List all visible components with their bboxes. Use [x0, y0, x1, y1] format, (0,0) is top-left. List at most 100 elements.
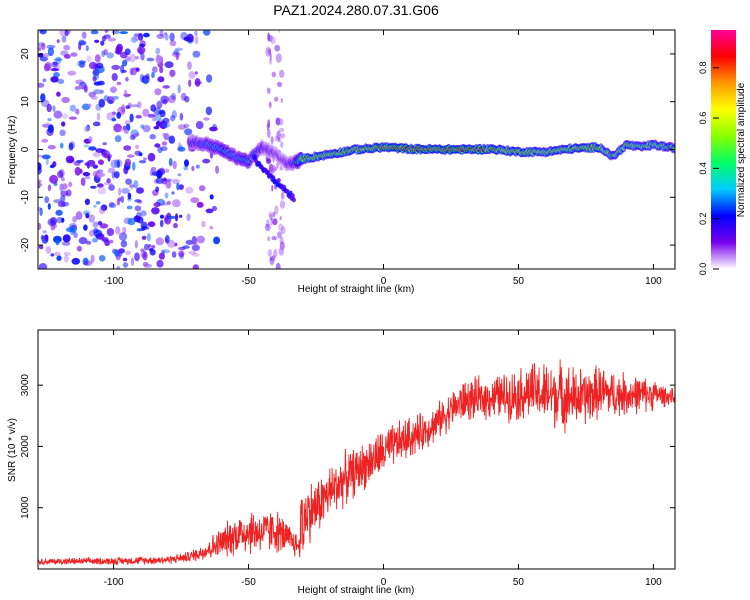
heatmap-cell — [95, 201, 101, 205]
heatmap-cell — [116, 160, 121, 168]
heatmap-cell — [42, 78, 47, 83]
heatmap-cell — [125, 123, 131, 132]
heatmap-cell — [280, 191, 285, 200]
heatmap-cell — [122, 125, 127, 131]
colorbar-tick-label: 0.6 — [698, 112, 708, 125]
heatmap-cell — [61, 121, 66, 127]
heatmap-cell — [64, 30, 69, 37]
heatmap-cell — [52, 105, 56, 112]
heatmap-cell — [268, 211, 273, 218]
heatmap-cell — [165, 238, 169, 242]
heatmap-cell — [136, 216, 144, 224]
y-tick-label: 2000 — [20, 435, 31, 458]
heatmap-cell — [98, 255, 106, 262]
heatmap-cell — [83, 85, 88, 93]
heatmap-cell — [94, 54, 101, 63]
heatmap-cell — [84, 162, 89, 166]
heatmap-cell — [268, 35, 273, 42]
heatmap-cell — [76, 159, 84, 163]
heatmap-cell — [267, 119, 271, 129]
heatmap-cell — [205, 208, 214, 214]
colorbar-label: Normalized spectral amplitude — [736, 82, 747, 217]
heatmap-cell — [274, 44, 281, 52]
heatmap-cell — [78, 39, 86, 46]
heatmap-cell — [173, 49, 180, 55]
heatmap-cell — [110, 86, 117, 93]
heatmap-cell — [142, 124, 151, 133]
heatmap-cell — [155, 47, 161, 55]
y-tick-label: -20 — [20, 237, 31, 252]
heatmap-cell — [157, 76, 165, 83]
heatmap-cell — [276, 130, 281, 140]
heatmap-cell — [46, 103, 52, 113]
heatmap-cell — [194, 71, 198, 75]
heatmap-cell — [171, 92, 176, 101]
heatmap-cell — [88, 229, 95, 237]
heatmap-cell — [90, 254, 95, 263]
heatmap-cell — [39, 56, 48, 62]
heatmap-cell — [269, 213, 273, 221]
heatmap-cell — [140, 248, 145, 252]
heatmap-cell — [141, 235, 147, 240]
heatmap-cell — [123, 166, 129, 175]
heatmap-cell — [42, 230, 47, 234]
heatmap-cell — [209, 225, 214, 230]
heatmap-cell — [47, 184, 52, 192]
heatmap-cell — [38, 82, 45, 88]
heatmap-cell — [151, 66, 158, 73]
heatmap-cell — [276, 178, 281, 183]
heatmap-cell — [39, 30, 47, 35]
heatmap-cell — [103, 49, 108, 56]
x-tick-label: 100 — [645, 276, 662, 287]
heatmap-cell — [63, 254, 69, 263]
heatmap-cell — [188, 71, 196, 79]
heatmap-cell — [274, 205, 279, 215]
heatmap-cell — [153, 107, 162, 116]
heatmap-cell — [191, 165, 195, 172]
heatmap-cell — [277, 118, 284, 126]
heatmap-cell — [136, 187, 144, 194]
heatmap-cell — [98, 206, 106, 215]
heatmap-cell — [155, 120, 161, 127]
snr-x-label: Height of straight line (km) — [298, 585, 415, 596]
heatmap-cell — [130, 36, 138, 43]
heatmap-cell — [41, 154, 51, 160]
heatmap-cell — [136, 228, 144, 232]
heatmap-cell — [203, 117, 210, 121]
colorbar: 0.0 0.2 0.4 0.6 0.8 Normalized spectral ampl… — [698, 30, 747, 275]
heatmap-cell — [271, 175, 276, 181]
heatmap-cell — [83, 260, 93, 266]
heatmap-cell — [146, 57, 155, 62]
heatmap-cell — [174, 47, 184, 51]
x-tick-label: 100 — [645, 577, 662, 588]
heatmap-cell — [279, 166, 283, 171]
heatmap-cell — [155, 55, 163, 64]
heatmap-cell — [158, 252, 165, 260]
heatmap-cell — [166, 200, 171, 205]
y-tick-label: 3000 — [20, 374, 31, 397]
heatmap-cell — [171, 251, 177, 258]
heatmap-cell — [109, 239, 114, 244]
heatmap-cell — [127, 217, 136, 226]
heatmap-cell — [74, 85, 83, 90]
snr-y-ticks: 1000 2000 3000 — [20, 374, 675, 519]
heatmap-cell — [155, 186, 160, 193]
heatmap-cell — [132, 35, 142, 41]
heatmap-cell — [194, 36, 199, 45]
heatmap-cell — [61, 183, 68, 190]
heatmap-cell — [38, 263, 48, 269]
heatmap-cell — [99, 223, 109, 229]
heatmap-cell — [159, 30, 164, 37]
heatmap-cell — [103, 181, 113, 186]
heatmap-cell — [92, 164, 99, 169]
snr-y-label: SNR (10 * v/v) — [7, 418, 18, 482]
heatmap-cell — [76, 245, 82, 252]
heatmap-cell — [151, 207, 160, 215]
heatmap-cell — [108, 202, 117, 209]
heatmap-cell — [192, 252, 200, 257]
heatmap-cell — [109, 201, 115, 208]
heatmap-cell — [100, 40, 105, 46]
heatmap-cell — [138, 152, 143, 157]
heatmap-cell — [61, 241, 71, 246]
